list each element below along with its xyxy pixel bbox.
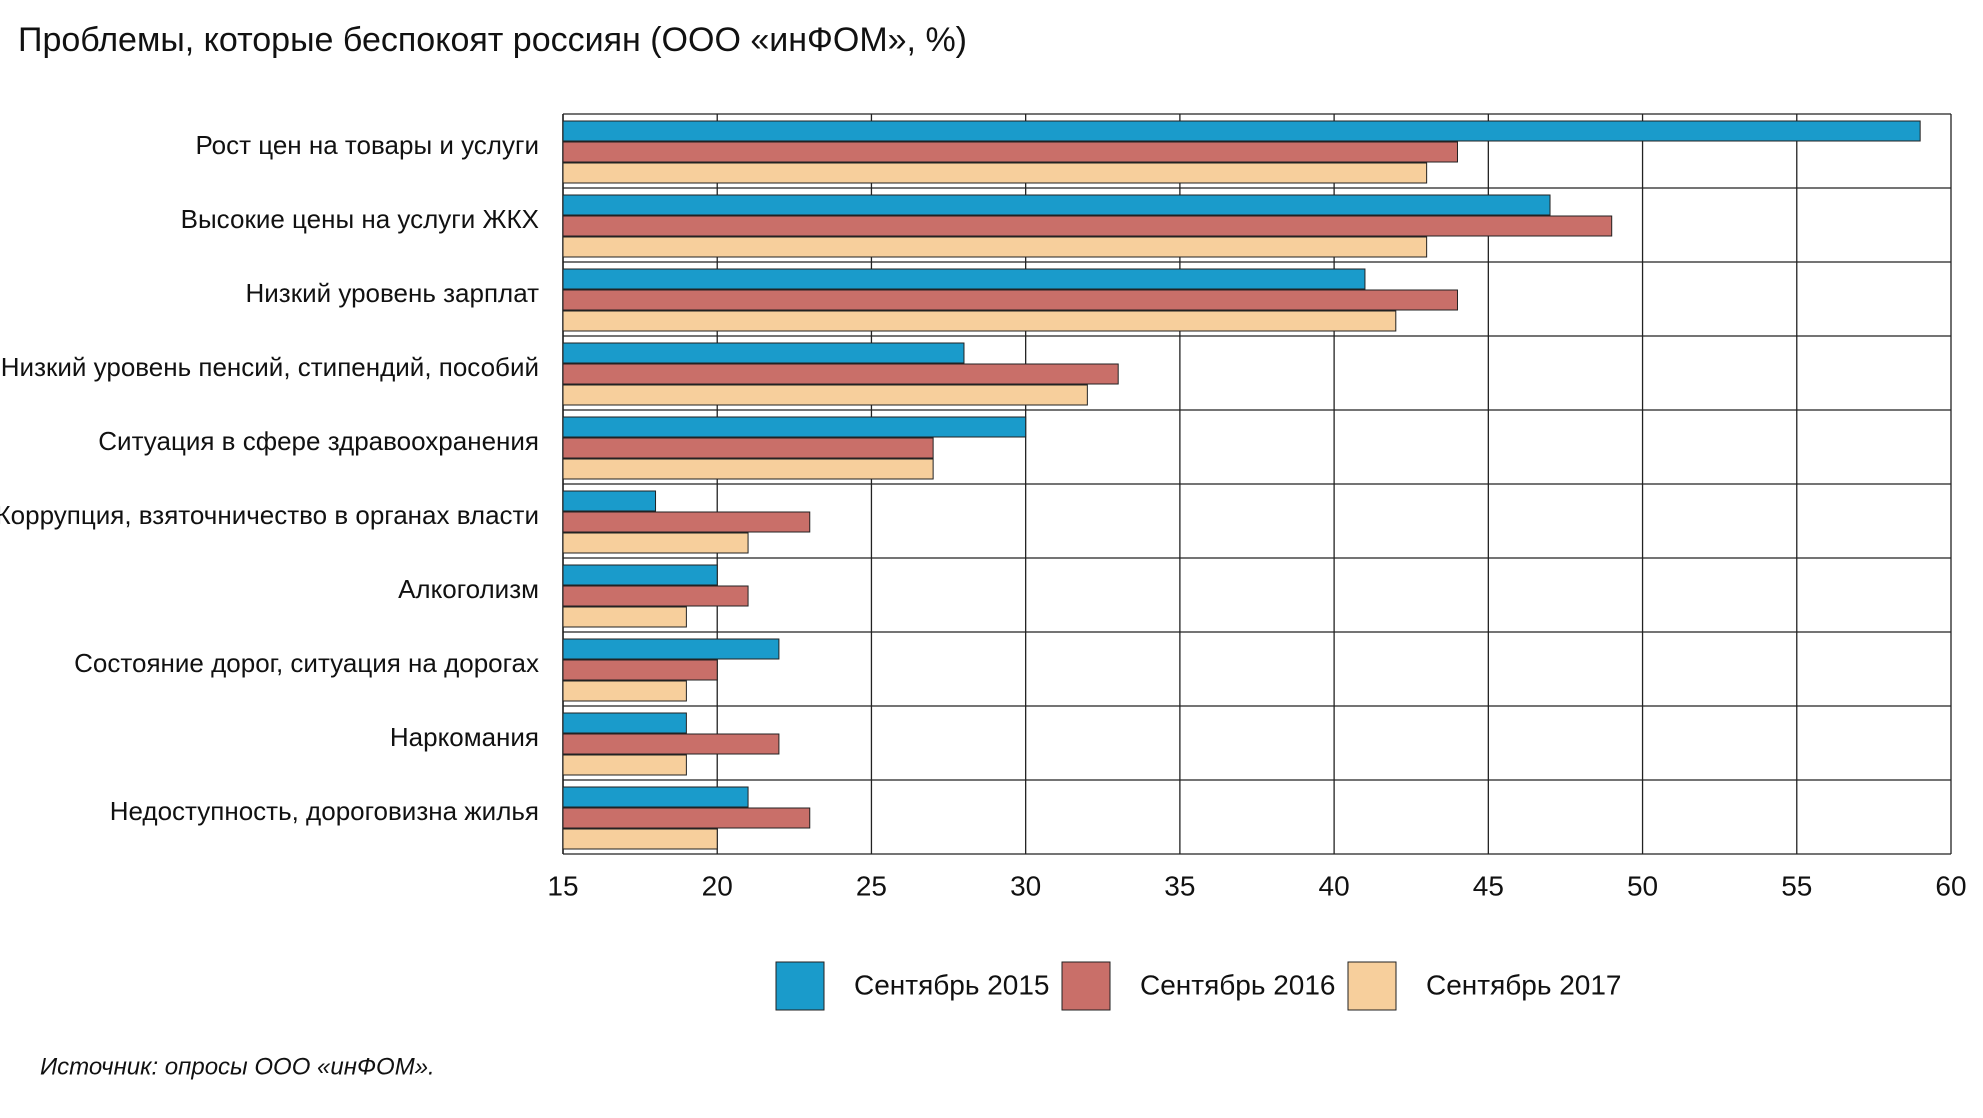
bar: [562, 416, 1027, 438]
bar: [562, 141, 1458, 163]
x-tick-label: 55: [1781, 870, 1812, 901]
y-tick-label: Ситуация в сфере здравоохранения: [98, 426, 539, 456]
x-tick-label: 15: [547, 870, 578, 901]
legend-label: Сентябрь 2016: [1140, 969, 1336, 1000]
y-tick-label: Высокие цены на услуги ЖКХ: [181, 204, 539, 234]
bar: [562, 564, 718, 586]
bar: [562, 786, 749, 808]
y-tick-label: Низкий уровень пенсий, стипендий, пособи…: [1, 352, 539, 382]
bar: [562, 712, 687, 734]
bar: [562, 289, 1458, 311]
legend-label: Сентябрь 2017: [1426, 969, 1622, 1000]
x-tick-label: 20: [702, 870, 733, 901]
bar: [562, 215, 1613, 237]
x-tick-label: 25: [856, 870, 887, 901]
bar: [562, 120, 1921, 142]
x-tick-label: 60: [1935, 870, 1966, 901]
bar: [562, 659, 718, 681]
bar: [562, 733, 780, 755]
bar: [562, 194, 1551, 216]
x-tick-label: 50: [1627, 870, 1658, 901]
bar: [562, 342, 965, 364]
x-tick-label: 30: [1010, 870, 1041, 901]
legend-label: Сентябрь 2015: [854, 969, 1050, 1000]
x-tick-label: 40: [1319, 870, 1350, 901]
bar: [562, 585, 749, 607]
y-tick-label: Рост цен на товары и услуги: [195, 130, 539, 160]
bar: [562, 437, 934, 459]
bar: [562, 828, 718, 850]
y-tick-label: Наркомания: [390, 722, 539, 752]
bar: [562, 807, 811, 829]
bar: [562, 384, 1088, 406]
y-tick-label: Алкоголизм: [398, 574, 539, 604]
bar: [562, 363, 1119, 385]
bar: [562, 490, 657, 512]
chart-title: Проблемы, которые беспокоят россиян (ООО…: [18, 21, 967, 59]
bar: [562, 638, 780, 660]
bar: [562, 310, 1397, 332]
y-tick-label: Коррупция, взяточничество в органах влас…: [0, 500, 539, 530]
bar: [562, 268, 1366, 290]
bar: [562, 458, 934, 480]
bar: [562, 162, 1428, 184]
legend-swatch: [1061, 961, 1111, 1011]
bar: [562, 511, 811, 533]
bar: [562, 532, 749, 554]
bar: [562, 680, 687, 702]
x-tick-label: 45: [1473, 870, 1504, 901]
y-tick-label: Недоступность, дороговизна жилья: [110, 796, 539, 826]
bar: [562, 236, 1428, 258]
x-tick-label: 35: [1164, 870, 1195, 901]
bar: [562, 754, 687, 776]
y-tick-label: Состояние дорог, ситуация на дорогах: [74, 648, 539, 678]
y-tick-label: Низкий уровень зарплат: [246, 278, 540, 308]
bar: [562, 606, 687, 628]
legend-swatch: [775, 961, 825, 1011]
source-note: Источник: опросы ООО «инФОМ».: [40, 1053, 435, 1080]
legend-swatch: [1347, 961, 1397, 1011]
